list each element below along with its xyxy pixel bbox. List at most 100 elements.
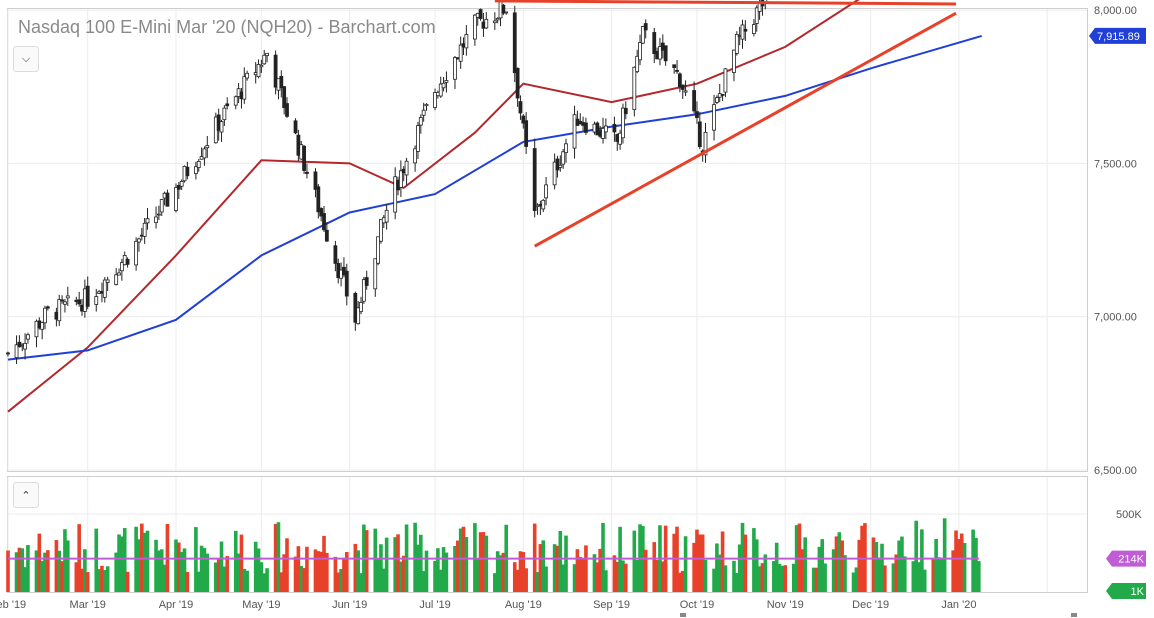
scroll-handle-left[interactable] bbox=[680, 613, 686, 617]
candle-body bbox=[65, 295, 70, 299]
volume-badge-bg bbox=[1106, 550, 1146, 567]
candle-body bbox=[703, 131, 708, 156]
candle-body bbox=[393, 176, 398, 213]
candle-body bbox=[732, 49, 736, 73]
candle-body bbox=[26, 334, 30, 340]
candle-body bbox=[623, 107, 628, 115]
candle-body bbox=[524, 120, 529, 147]
volume-bar bbox=[484, 535, 489, 592]
volume-bar bbox=[752, 528, 756, 592]
volume-bar bbox=[46, 550, 50, 592]
volume-bar bbox=[717, 554, 722, 592]
volume-bar bbox=[14, 552, 19, 592]
volume-bar bbox=[333, 556, 338, 592]
volume-bar bbox=[831, 549, 836, 592]
candle-body bbox=[165, 192, 170, 207]
volume-bar bbox=[424, 550, 429, 592]
candle-body bbox=[677, 73, 682, 88]
volume-bar bbox=[564, 535, 568, 592]
volume-bar bbox=[541, 540, 546, 592]
volume-bar bbox=[604, 570, 608, 592]
collapse-button[interactable]: ⌵ bbox=[13, 46, 39, 72]
candle-body bbox=[316, 186, 321, 213]
candle-body bbox=[265, 52, 269, 57]
candle-body bbox=[319, 208, 324, 217]
volume-bar bbox=[464, 537, 469, 592]
candle-body bbox=[453, 57, 457, 80]
volume-bar bbox=[293, 556, 298, 592]
x-tick-label: Feb '19 bbox=[0, 599, 26, 611]
scroll-handles[interactable] bbox=[680, 613, 1077, 617]
volume-bar bbox=[196, 571, 201, 592]
volume-bar bbox=[120, 536, 124, 592]
candle-body bbox=[376, 236, 381, 264]
volume-bar bbox=[760, 563, 765, 592]
volume-bar bbox=[242, 568, 247, 592]
volume-bar bbox=[177, 542, 181, 592]
volume-bar bbox=[902, 556, 907, 592]
candle-body bbox=[305, 171, 309, 174]
candle-body bbox=[43, 307, 47, 324]
candle-body bbox=[621, 107, 625, 139]
volume-bar bbox=[105, 566, 110, 592]
candle-body bbox=[404, 160, 409, 176]
volume-bar bbox=[672, 533, 676, 592]
volume-bar bbox=[222, 566, 227, 592]
candle-body bbox=[564, 143, 568, 154]
candle-body bbox=[635, 55, 640, 73]
volume-bars bbox=[6, 518, 981, 592]
volume-bar bbox=[319, 551, 323, 592]
candle-body bbox=[441, 82, 446, 89]
volume-bar bbox=[863, 523, 867, 592]
volume-badges: 214K 1K bbox=[1106, 550, 1146, 599]
candle-body bbox=[714, 97, 719, 103]
candle-body bbox=[544, 184, 548, 199]
candle-body bbox=[245, 72, 250, 79]
volume-bar bbox=[399, 561, 403, 592]
volume-bar bbox=[774, 542, 779, 592]
volume-bar bbox=[26, 545, 30, 592]
candle-body bbox=[262, 54, 267, 65]
candle-body bbox=[424, 103, 429, 107]
candle-body bbox=[57, 299, 62, 322]
volume-bar bbox=[125, 571, 130, 592]
volume-bar bbox=[57, 550, 62, 592]
volume-bar bbox=[441, 547, 446, 592]
volume-bar bbox=[555, 545, 560, 592]
candle-body bbox=[94, 296, 99, 305]
candle-body bbox=[672, 64, 677, 68]
volume-bar bbox=[512, 562, 517, 592]
volume-bar bbox=[883, 565, 887, 592]
volume-bar bbox=[381, 568, 386, 592]
candle-body bbox=[743, 28, 748, 32]
volume-bar bbox=[97, 569, 101, 592]
volume-bar bbox=[305, 546, 309, 592]
candle-body bbox=[60, 299, 64, 302]
scroll-handle-right[interactable] bbox=[1071, 613, 1077, 617]
volume-bar bbox=[874, 541, 879, 592]
candle-body bbox=[259, 64, 264, 68]
x-tick-label: Mar '19 bbox=[70, 599, 106, 611]
volume-bar bbox=[623, 563, 628, 592]
volume-bar bbox=[262, 573, 267, 592]
volume-collapse-button[interactable]: ⌃ bbox=[13, 482, 39, 508]
volume-bar bbox=[940, 559, 944, 592]
resistance-trendline bbox=[494, 0, 957, 6]
x-tick-label: Dec '19 bbox=[852, 599, 889, 611]
volume-bar bbox=[920, 529, 924, 592]
volume-bar bbox=[433, 560, 437, 592]
candle-body bbox=[379, 218, 383, 242]
volume-bar bbox=[655, 559, 659, 592]
candle-body bbox=[512, 12, 517, 74]
candle-body bbox=[712, 104, 716, 131]
volume-bar bbox=[60, 561, 64, 592]
candle-body bbox=[293, 120, 298, 134]
volume-bar bbox=[535, 572, 540, 592]
volume-bar bbox=[791, 563, 796, 592]
volume-bar bbox=[757, 566, 762, 592]
candle-body bbox=[532, 148, 537, 211]
volume-bar bbox=[253, 541, 258, 592]
candle-body bbox=[421, 109, 426, 116]
candle-body bbox=[322, 213, 326, 231]
